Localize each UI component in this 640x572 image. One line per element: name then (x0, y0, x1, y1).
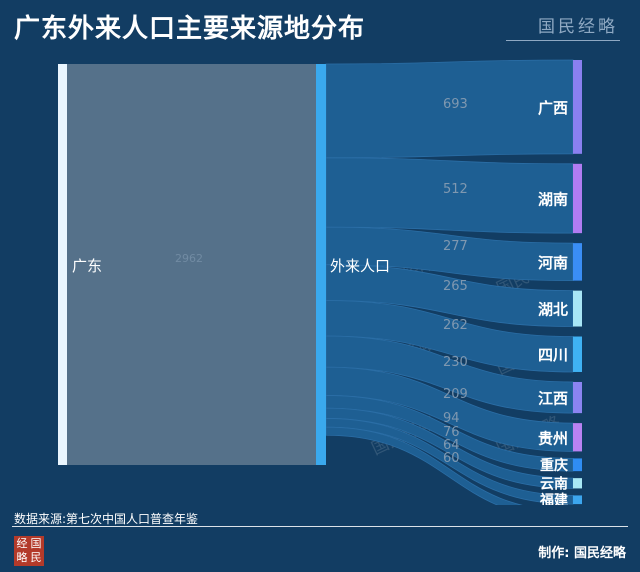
value-安徽: 60 (443, 451, 460, 466)
chart-title: 广东外来人口主要来源地分布 (14, 14, 366, 44)
label-云南: 云南 (540, 475, 568, 492)
brand-logo: 国民经略 (538, 17, 618, 37)
node-贵州 (573, 423, 582, 452)
data-source-note: 数据来源:第七次中国人口普查年鉴 (14, 512, 199, 526)
value-重庆: 94 (443, 411, 460, 426)
label-四川: 四川 (538, 346, 568, 364)
node-福建 (573, 495, 582, 505)
node-guangdong (58, 64, 67, 465)
footer-divider (12, 526, 628, 527)
value-河南: 277 (443, 239, 468, 254)
value-四川: 262 (443, 318, 468, 333)
seal-char: 民 (30, 551, 42, 564)
label-guangdong: 广东 (72, 257, 102, 275)
sankey-chart: 国民经略国民经略国民经略国民经略国民经略国民经略国民经略国民经略国民经略国民经略… (58, 59, 582, 505)
label-layer: 广东 外来人口 2962 广西 693 湖南 512 河南 277 湖北 265 四川 262 江西 230… (72, 97, 568, 505)
node-河南 (573, 243, 582, 281)
label-重庆: 重庆 (540, 457, 568, 474)
node-湖南 (573, 163, 582, 234)
brand-underline (506, 40, 620, 41)
flow-云南 (325, 407, 574, 489)
node-migrants (316, 64, 326, 465)
label-河南: 河南 (538, 254, 568, 272)
flow-贵州 (325, 366, 574, 452)
label-广西: 广西 (538, 99, 568, 117)
node-重庆 (573, 458, 582, 472)
node-江西 (573, 381, 582, 414)
value-main-flow: 2962 (175, 252, 203, 265)
seal-char: 略 (16, 551, 28, 564)
value-福建: 64 (443, 438, 460, 453)
node-四川 (573, 336, 582, 372)
node-湖北 (573, 290, 582, 327)
value-贵州: 209 (443, 387, 468, 402)
label-湖南: 湖南 (538, 190, 568, 208)
value-云南: 76 (443, 425, 460, 440)
seal-logo: 经国略民 (14, 536, 44, 566)
label-福建: 福建 (539, 492, 568, 505)
value-湖南: 512 (443, 182, 468, 197)
value-广西: 693 (443, 97, 468, 112)
node-云南 (573, 478, 582, 489)
node-layer (58, 60, 582, 505)
main-flow (67, 64, 316, 465)
value-江西: 230 (443, 355, 468, 370)
flow-安徽 (325, 426, 523, 505)
node-广西 (573, 60, 582, 154)
flow-湖南 (325, 157, 574, 234)
value-湖北: 265 (443, 279, 468, 294)
label-湖北: 湖北 (538, 301, 568, 319)
flow-重庆 (325, 395, 574, 472)
flow-layer (67, 59, 574, 505)
credit-text: 制作: 国民经略 (538, 546, 626, 561)
seal-char: 经 (16, 537, 28, 550)
label-migrants: 外来人口 (330, 257, 390, 275)
seal-char: 国 (30, 537, 42, 550)
label-江西: 江西 (538, 390, 568, 408)
label-贵州: 贵州 (538, 429, 568, 447)
